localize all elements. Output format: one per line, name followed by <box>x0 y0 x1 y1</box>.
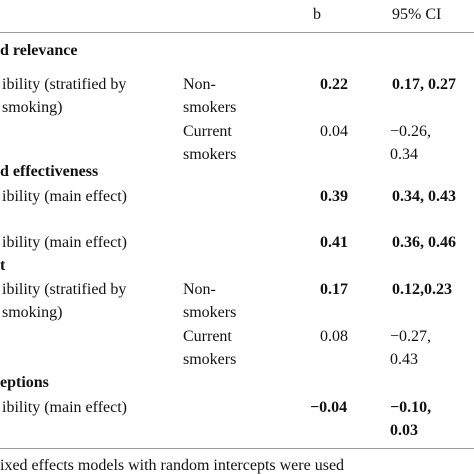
ci-value: 0.17, 0.27 <box>392 76 456 93</box>
ci-value: −0.10, <box>390 399 432 416</box>
row-label: ibility (main effect) <box>2 234 127 251</box>
table-note: ixed effects models with random intercep… <box>0 457 345 474</box>
b-value: 0.22 <box>320 76 348 93</box>
ci-value: −0.27, <box>390 328 432 345</box>
group-label: smokers <box>183 99 237 116</box>
section-heading: d effectiveness <box>0 163 99 180</box>
b-value: 0.04 <box>320 123 348 140</box>
group-label: Current <box>183 123 232 140</box>
group-label: Current <box>183 328 232 345</box>
group-label: smokers <box>183 351 237 368</box>
ci-value: 0.36, 0.46 <box>392 234 456 251</box>
row-label: ibility (stratified by <box>2 281 127 298</box>
b-value: 0.17 <box>320 281 348 298</box>
row-label: ibility (main effect) <box>2 399 127 416</box>
ci-value: 0.03 <box>390 422 418 439</box>
section-heading: t <box>0 257 6 274</box>
ci-value: −0.26, <box>390 123 432 140</box>
ci-value: 0.34 <box>390 146 418 163</box>
b-value: 0.41 <box>320 234 348 251</box>
ci-value: 0.34, 0.43 <box>392 188 456 205</box>
footer-rule <box>0 448 474 449</box>
section-heading: eptions <box>0 374 49 391</box>
group-label: smokers <box>183 304 237 321</box>
b-value: 0.08 <box>320 328 348 345</box>
group-label: Non- <box>183 281 216 298</box>
row-label: ibility (main effect) <box>2 188 127 205</box>
group-label: Non- <box>183 76 216 93</box>
column-header: b <box>313 6 321 23</box>
b-value: −0.04 <box>310 399 348 416</box>
header-rule <box>0 32 474 33</box>
row-label: smoking) <box>2 99 63 116</box>
group-label: smokers <box>183 146 237 163</box>
ci-value: 0.12,0.23 <box>392 281 452 298</box>
ci-value: 0.43 <box>390 351 418 368</box>
column-header: 95% CI <box>392 6 442 23</box>
row-label: smoking) <box>2 304 63 321</box>
row-label: ibility (stratified by <box>2 76 127 93</box>
section-heading: d relevance <box>0 42 78 59</box>
b-value: 0.39 <box>320 188 348 205</box>
